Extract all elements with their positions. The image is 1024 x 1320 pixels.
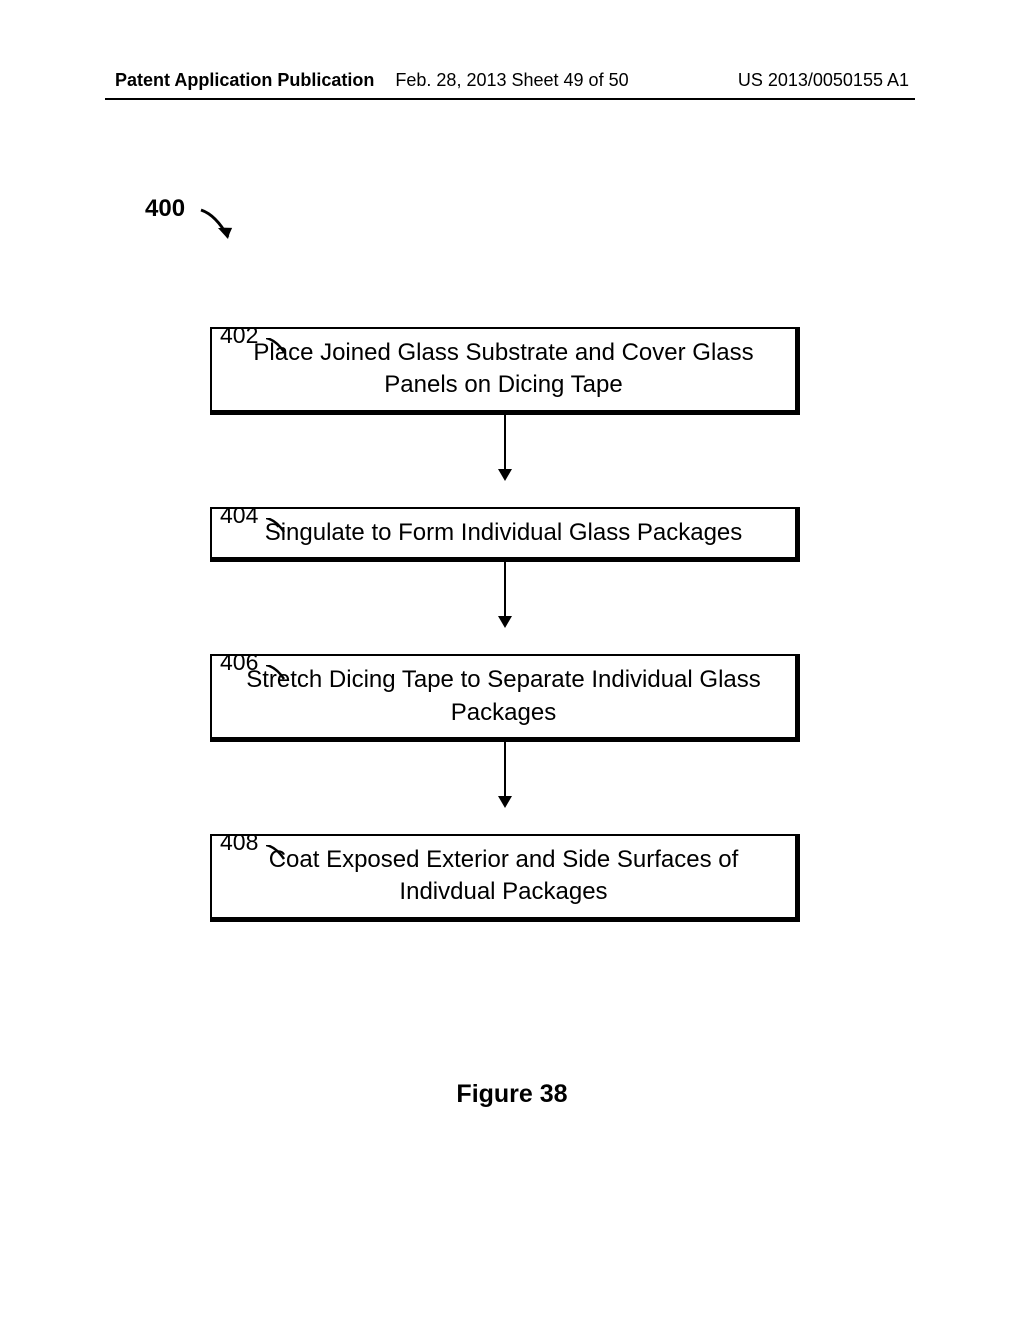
connector-line	[504, 742, 507, 804]
flowchart-ref-number: 400	[145, 195, 185, 223]
header-divider	[105, 98, 915, 100]
figure-caption: Figure 38	[0, 1080, 1024, 1109]
flowchart: 402 Place Joined Glass Substrate and Cov…	[210, 305, 800, 922]
step-404-label: 404	[220, 502, 258, 529]
step-408-box: Coat Exposed Exterior and Side Surfaces …	[210, 834, 800, 922]
page-header: Patent Application Publication Feb. 28, …	[0, 70, 1024, 91]
arrow-down-icon	[498, 796, 512, 808]
step-402-label: 402	[220, 322, 258, 349]
connector-3	[210, 742, 800, 812]
label-hook-icon	[266, 518, 296, 538]
step-404-box: Singulate to Form Individual Glass Packa…	[210, 507, 800, 562]
header-date-sheet: Feb. 28, 2013 Sheet 49 of 50	[395, 70, 628, 91]
step-402-container: 402 Place Joined Glass Substrate and Cov…	[210, 327, 800, 415]
label-hook-icon	[266, 338, 296, 358]
connector-line	[504, 562, 507, 624]
arrow-down-icon	[498, 469, 512, 481]
label-hook-icon	[266, 665, 296, 685]
arrow-down-icon	[498, 616, 512, 628]
header-patent-number: US 2013/0050155 A1	[738, 70, 909, 91]
step-406-container: 406 Stretch Dicing Tape to Separate Indi…	[210, 654, 800, 742]
header-publication: Patent Application Publication	[115, 70, 374, 91]
label-hook-icon	[266, 845, 296, 865]
connector-1	[210, 415, 800, 485]
step-408-container: 408 Coat Exposed Exterior and Side Surfa…	[210, 834, 800, 922]
step-402-box: Place Joined Glass Substrate and Cover G…	[210, 327, 800, 415]
step-406-label: 406	[220, 649, 258, 676]
step-408-label: 408	[220, 829, 258, 856]
connector-line	[504, 415, 507, 477]
ref-arrow-icon	[198, 207, 248, 257]
step-406-box: Stretch Dicing Tape to Separate Individu…	[210, 654, 800, 742]
step-404-container: 404 Singulate to Form Individual Glass P…	[210, 507, 800, 562]
connector-2	[210, 562, 800, 632]
